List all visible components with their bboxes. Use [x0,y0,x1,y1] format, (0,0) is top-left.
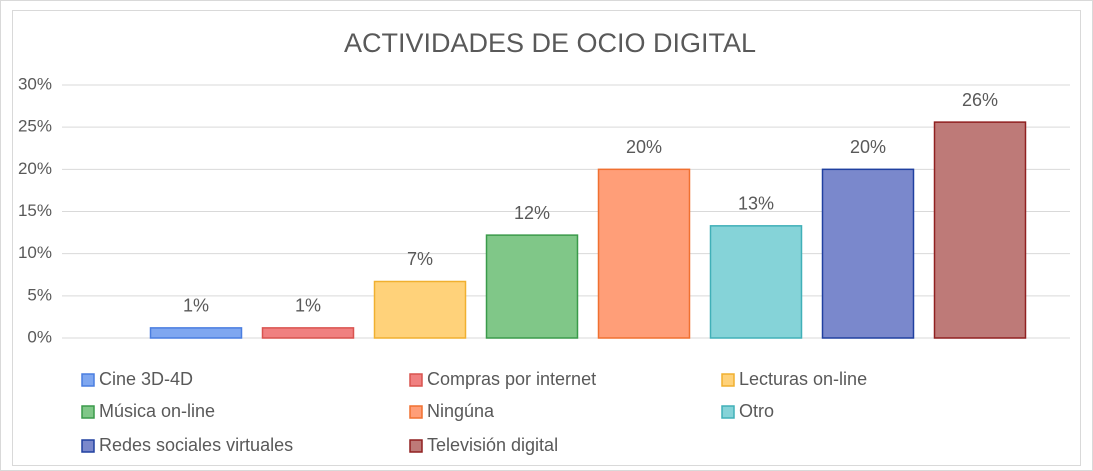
legend-label: Televisión digital [427,435,558,455]
legend-label: Ningúna [427,401,495,421]
legend-swatch [81,439,95,453]
y-tick-label: 5% [27,285,52,304]
bar [485,234,579,339]
y-tick-label: 15% [18,201,52,220]
data-label: 13% [738,194,774,214]
legend-swatch [81,373,95,387]
y-tick-label: 30% [18,74,52,93]
legend-label: Cine 3D-4D [99,369,193,389]
data-label: 7% [407,249,433,269]
y-tick-label: 10% [18,243,52,262]
bar [597,168,691,339]
legend-swatch [721,373,735,387]
legend-label: Otro [739,401,774,421]
legend-label: Compras por internet [427,369,596,389]
chart-title: ACTIVIDADES DE OCIO DIGITAL [344,28,756,58]
bar [821,168,915,339]
bar [149,327,243,339]
data-label: 20% [850,137,886,157]
legend-label: Redes sociales virtuales [99,435,293,455]
legend-label: Música on-line [99,401,215,421]
bar [933,121,1027,339]
legend-swatch [721,405,735,419]
y-tick-label: 20% [18,159,52,178]
bar [373,280,467,339]
data-label: 20% [626,137,662,157]
bar [261,327,355,339]
plot-frame [12,10,1081,466]
legend-swatch [409,373,423,387]
legend-swatch [409,439,423,453]
data-label: 1% [183,296,209,316]
y-tick-label: 25% [18,117,52,136]
y-tick-label: 0% [27,327,52,346]
bar [709,225,803,339]
data-label: 26% [962,90,998,110]
legend-label: Lecturas on-line [739,369,867,389]
data-label: 1% [295,296,321,316]
legend-swatch [409,405,423,419]
data-label: 12% [514,203,550,223]
legend-swatch [81,405,95,419]
